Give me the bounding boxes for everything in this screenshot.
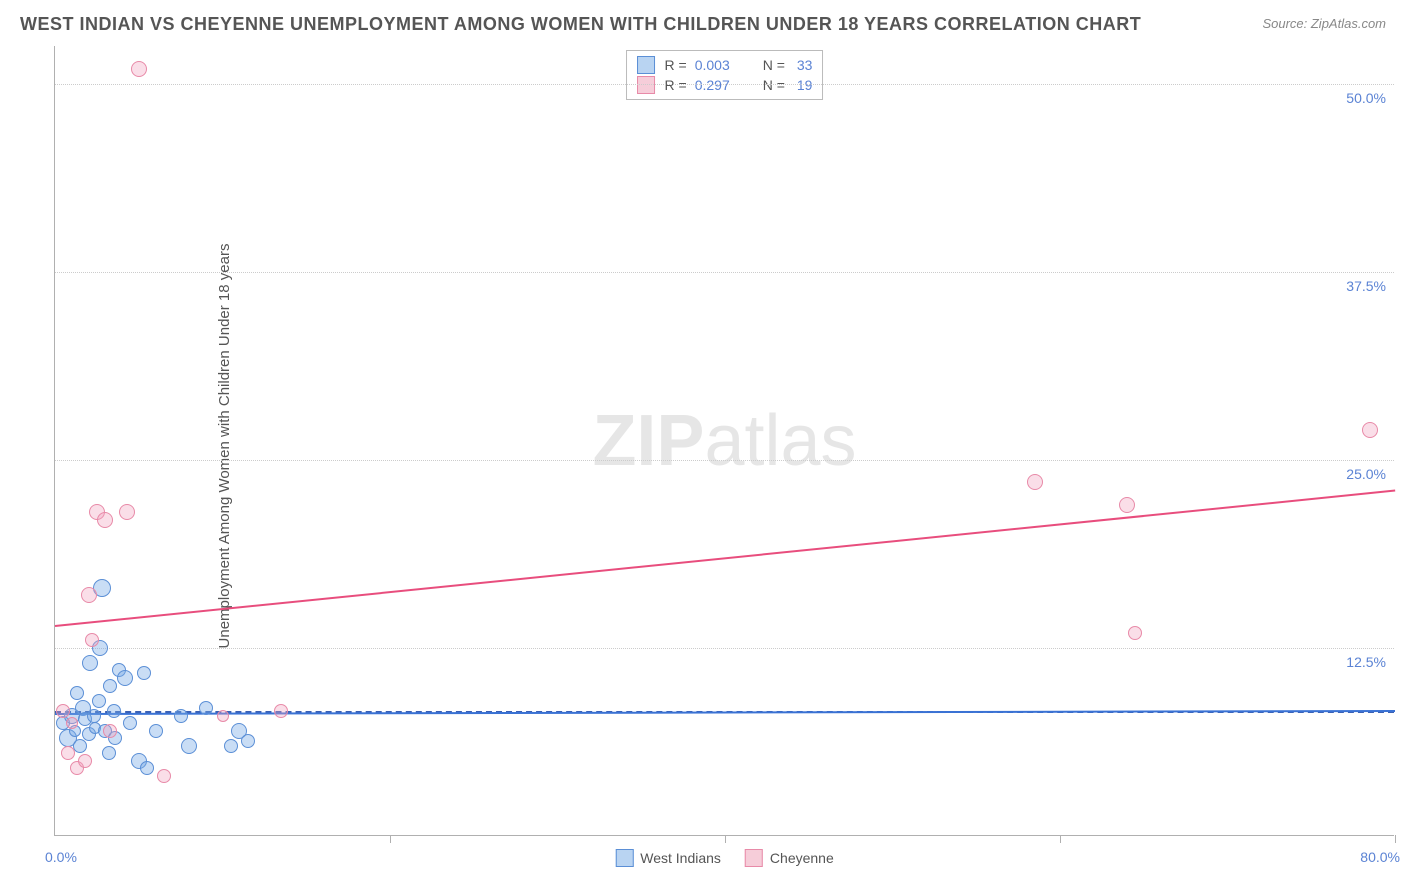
data-point [157, 769, 171, 783]
legend-r-label: R = [665, 77, 687, 93]
legend-swatch [637, 76, 655, 94]
y-tick-label: 12.5% [1346, 654, 1386, 670]
data-point [61, 746, 75, 760]
data-point [140, 761, 154, 775]
data-point [119, 504, 135, 520]
data-point [149, 724, 163, 738]
data-point [199, 701, 213, 715]
data-point [81, 587, 97, 603]
legend-row: R = 0.297 N = 19 [637, 75, 813, 95]
legend-swatch [745, 849, 763, 867]
y-tick-label: 25.0% [1346, 466, 1386, 482]
correlation-legend: R = 0.003 N = 33 R = 0.297 N = 19 [626, 50, 824, 100]
data-point [117, 670, 133, 686]
gridline [55, 648, 1394, 649]
data-point [274, 704, 288, 718]
data-point [70, 686, 84, 700]
data-point [217, 710, 229, 722]
data-point [102, 746, 116, 760]
data-point [82, 655, 98, 671]
x-axis-max-label: 80.0% [1360, 849, 1400, 865]
legend-label: Cheyenne [770, 850, 834, 866]
data-point [174, 709, 188, 723]
data-point [123, 716, 137, 730]
data-point [92, 694, 106, 708]
x-axis-min-label: 0.0% [45, 849, 77, 865]
watermark: ZIPatlas [592, 400, 856, 482]
source-attribution: Source: ZipAtlas.com [1262, 16, 1386, 31]
data-point [1027, 474, 1043, 490]
data-point [131, 61, 147, 77]
legend-swatch [615, 849, 633, 867]
scatter-plot: ZIPatlas R =0.003N =33R =0.297N =19 West… [54, 46, 1394, 836]
x-tick [725, 835, 726, 843]
legend-r-label: R = [665, 57, 687, 73]
gridline [55, 272, 1394, 273]
data-point [97, 512, 113, 528]
legend-item: West Indians [615, 849, 721, 867]
legend-label: West Indians [640, 850, 721, 866]
gridline [55, 460, 1394, 461]
data-point [241, 734, 255, 748]
legend-r-value: 0.003 [695, 57, 745, 73]
trend-line [55, 490, 1395, 627]
x-tick [390, 835, 391, 843]
gridline [55, 84, 1394, 85]
legend-n-label: N = [763, 77, 785, 93]
legend-item: Cheyenne [745, 849, 834, 867]
data-point [181, 738, 197, 754]
data-point [73, 739, 87, 753]
data-point [137, 666, 151, 680]
data-point [78, 754, 92, 768]
legend-swatch [637, 56, 655, 74]
legend-r-value: 0.297 [695, 77, 745, 93]
data-point [103, 724, 117, 738]
legend-row: R = 0.003 N = 33 [637, 55, 813, 75]
data-point [103, 679, 117, 693]
y-tick-label: 37.5% [1346, 278, 1386, 294]
data-point [66, 717, 78, 729]
legend-n-label: N = [763, 57, 785, 73]
y-tick-label: 50.0% [1346, 90, 1386, 106]
chart-title: WEST INDIAN VS CHEYENNE UNEMPLOYMENT AMO… [20, 14, 1141, 35]
x-tick [1395, 835, 1396, 843]
data-point [1362, 422, 1378, 438]
data-point [1128, 626, 1142, 640]
data-point [1119, 497, 1135, 513]
series-legend: West Indians Cheyenne [615, 849, 834, 867]
data-point [56, 704, 70, 718]
x-tick [1060, 835, 1061, 843]
data-point [87, 709, 101, 723]
legend-n-value: 19 [797, 77, 813, 93]
data-point [85, 633, 99, 647]
legend-n-value: 33 [797, 57, 813, 73]
data-point [224, 739, 238, 753]
data-point [107, 704, 121, 718]
